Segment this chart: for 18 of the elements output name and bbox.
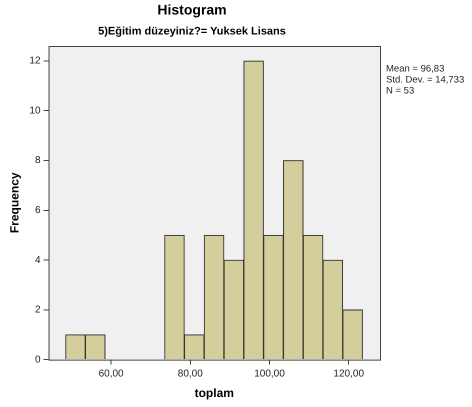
y-tick-label: 2 xyxy=(34,304,41,316)
y-tick-label: 10 xyxy=(29,105,41,116)
y-axis-title: Frequency xyxy=(8,172,22,234)
chart-subtitle: 5)Eğitim düzeyiniz?= Yuksek Lisans xyxy=(98,25,286,38)
text: Mean = 96,83 xyxy=(386,63,444,74)
x-axis-title: toplam xyxy=(194,386,234,400)
text: N = 53 xyxy=(386,85,414,96)
y-tick-label: 6 xyxy=(34,205,41,216)
chart-title: Histogram xyxy=(157,1,227,18)
y-tick-label: 4 xyxy=(34,254,41,266)
y-tick-label: 12 xyxy=(29,56,41,67)
text: Std. Dev. = 14,733 xyxy=(386,74,464,86)
x-tick-label: 80,00 xyxy=(178,368,204,380)
y-tick-label: 8 xyxy=(34,155,41,166)
y-tick-label: 0 xyxy=(34,354,41,366)
x-tick-label: 120,00 xyxy=(333,368,364,380)
x-tick-label: 100,00 xyxy=(254,368,286,380)
x-tick-label: 60,00 xyxy=(98,368,124,380)
